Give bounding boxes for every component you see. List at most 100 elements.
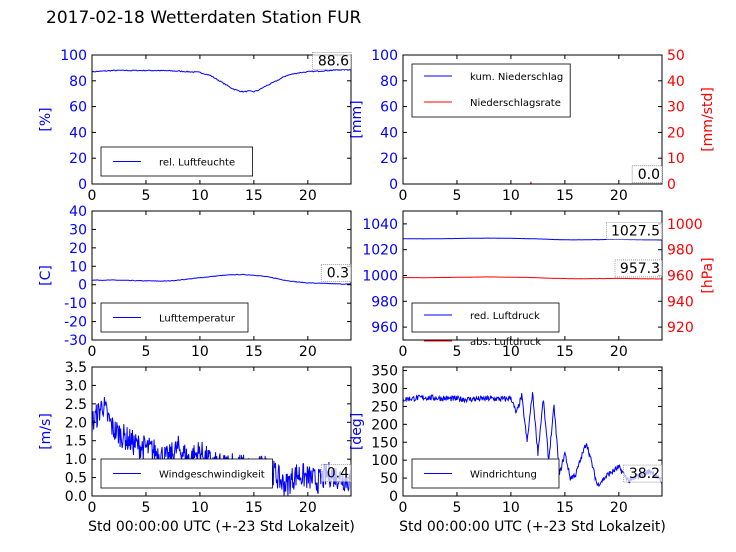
- series-line-1: [403, 276, 662, 280]
- x-tick-label: 10: [191, 188, 209, 204]
- y-tick-label: 300: [371, 382, 398, 398]
- y-tick-label: 40: [69, 204, 87, 220]
- legend: kum. Niederschlag Niederschlagsrate: [411, 63, 571, 118]
- y-tick-label: 0: [389, 489, 398, 505]
- x-tick-label: 0: [88, 344, 97, 360]
- legend-label: Lufttemperatur: [159, 314, 236, 325]
- y-tick-label: 1.0: [65, 452, 87, 468]
- y-right-axis-label: [mm/std]: [700, 87, 716, 152]
- y-right-tick-label: 10: [667, 151, 685, 167]
- plot-frame: [402, 366, 663, 497]
- x-tick-label: 5: [141, 500, 150, 516]
- y-tick-label: 960: [371, 320, 398, 336]
- y-tick-label: 0: [389, 177, 398, 193]
- x-tick-label: 0: [399, 188, 408, 204]
- x-tick-label: 20: [299, 344, 317, 360]
- value-annotation-box: [312, 52, 352, 70]
- panel-pressure: 0 5 10 15 20 960 980 1000 1020 1040 920 940 960 980 10…: [362, 210, 716, 360]
- y-tick-label: -30: [64, 333, 87, 349]
- x-axis-label: Std 00:00:00 UTC (+-23 Std Lokalzeit): [399, 519, 666, 535]
- x-tick-label: 20: [299, 500, 317, 516]
- y-tick-label: 350: [371, 364, 398, 380]
- panel-precipitation: 0 5 10 15 20 0 20 40 60 80 100 0 10 20 30 40 50 [mm] [mm/s…: [349, 48, 716, 204]
- series-line-0: [92, 68, 351, 93]
- y-tick-label: 1.5: [65, 434, 87, 450]
- x-tick-label: 0: [88, 500, 97, 516]
- value-annotation: 0.4: [327, 466, 349, 482]
- value-annotation-box: [623, 464, 663, 483]
- x-tick-label: 5: [141, 344, 150, 360]
- y-tick-label: 20: [69, 241, 87, 257]
- plot-frame: [91, 54, 352, 185]
- y-tick-label: 3.5: [65, 360, 87, 376]
- x-tick-label: 15: [245, 188, 263, 204]
- value-annotation: 0.0: [638, 167, 660, 183]
- y-tick-label: 80: [69, 74, 87, 90]
- y-axis-label: [C]: [38, 265, 54, 286]
- x-tick-label: 0: [88, 188, 97, 204]
- y-right-tick-label: 40: [667, 74, 685, 90]
- panel-humidity: 0 5 10 15 20 0 20 40 60 80 100 [%] 88.6 rel. Luftfeuc…: [38, 48, 352, 204]
- y-tick-label: 2.0: [65, 415, 87, 431]
- legend: red. Luftdruck abs. Luftdruck: [411, 302, 560, 348]
- y-tick-label: 20: [69, 151, 87, 167]
- x-tick-label: 10: [502, 500, 520, 516]
- y-tick-label: -20: [64, 315, 87, 331]
- x-tick-label: 5: [452, 188, 461, 204]
- x-tick-label: 5: [452, 344, 461, 360]
- series-line-0: [403, 392, 662, 487]
- y-tick-label: 60: [69, 100, 87, 116]
- y-axis-label: [m/s]: [38, 413, 54, 450]
- legend-box: [411, 302, 560, 333]
- y-tick-label: 0: [78, 278, 87, 294]
- legend-label: kum. Niederschlag: [470, 72, 563, 83]
- legend-label: abs. Luftdruck: [470, 337, 541, 348]
- panel-windspeed: 0 5 10 15 20 0.0 0.5 1.0 1.5 2.0 2.5 3.0 3.5 [m/s] Std…: [38, 360, 355, 535]
- y-tick-label: 100: [371, 453, 398, 469]
- y-tick-label: 1040: [362, 217, 398, 233]
- y-right-tick-label: 0: [667, 177, 676, 193]
- y-tick-label: 60: [380, 100, 398, 116]
- x-tick-label: 15: [556, 188, 574, 204]
- legend-box: [411, 63, 571, 118]
- x-tick-label: 15: [245, 500, 263, 516]
- y-right-tick-label: 960: [667, 269, 694, 285]
- value-annotation: 88.6: [318, 53, 349, 69]
- series-line-0: [92, 273, 351, 285]
- y-tick-label: 20: [380, 151, 398, 167]
- y-right-tick-label: 30: [667, 100, 685, 116]
- value-annotation-box: [320, 264, 352, 282]
- legend: Lufttemperatur: [100, 302, 249, 333]
- y-right-tick-label: 920: [667, 320, 694, 336]
- y-tick-label: 40: [69, 125, 87, 141]
- value-annotation-box: [320, 464, 352, 482]
- x-tick-label: 10: [502, 188, 520, 204]
- legend: rel. Luftfeuchte: [100, 146, 254, 177]
- value-annotation: 957.3: [620, 261, 660, 277]
- legend-label: Windgeschwindigkeit: [159, 470, 265, 481]
- y-right-tick-label: 940: [667, 294, 694, 310]
- y-tick-label: 150: [371, 435, 398, 451]
- x-tick-label: 15: [556, 344, 574, 360]
- y-tick-label: 3.0: [65, 378, 87, 394]
- x-tick-label: 10: [191, 344, 209, 360]
- value-annotation-box: [631, 165, 663, 184]
- panel-temperature: 0 5 10 15 20 -30 -20 -10 0 10 20 30 40 [C] 0.3 Lufttemp…: [38, 204, 352, 360]
- y-tick-label: 100: [371, 48, 398, 64]
- value-annotation: 38.2: [629, 466, 660, 482]
- legend: Windrichtung: [411, 458, 560, 489]
- y-tick-label: 980: [371, 294, 398, 310]
- value-annotation-box: [606, 222, 663, 240]
- y-axis-label: [mm]: [349, 100, 365, 138]
- y-right-tick-label: 20: [667, 125, 685, 141]
- y-right-tick-label: 1000: [667, 217, 703, 233]
- value-annotation: 1027.5: [611, 224, 660, 240]
- y-tick-label: 0.5: [65, 471, 87, 487]
- legend-label: red. Luftdruck: [470, 311, 540, 322]
- y-right-axis-label: [hPa]: [700, 257, 716, 293]
- y-tick-label: 2.5: [65, 397, 87, 413]
- legend-label: Niederschlagsrate: [470, 98, 561, 109]
- y-tick-label: 10: [69, 259, 87, 275]
